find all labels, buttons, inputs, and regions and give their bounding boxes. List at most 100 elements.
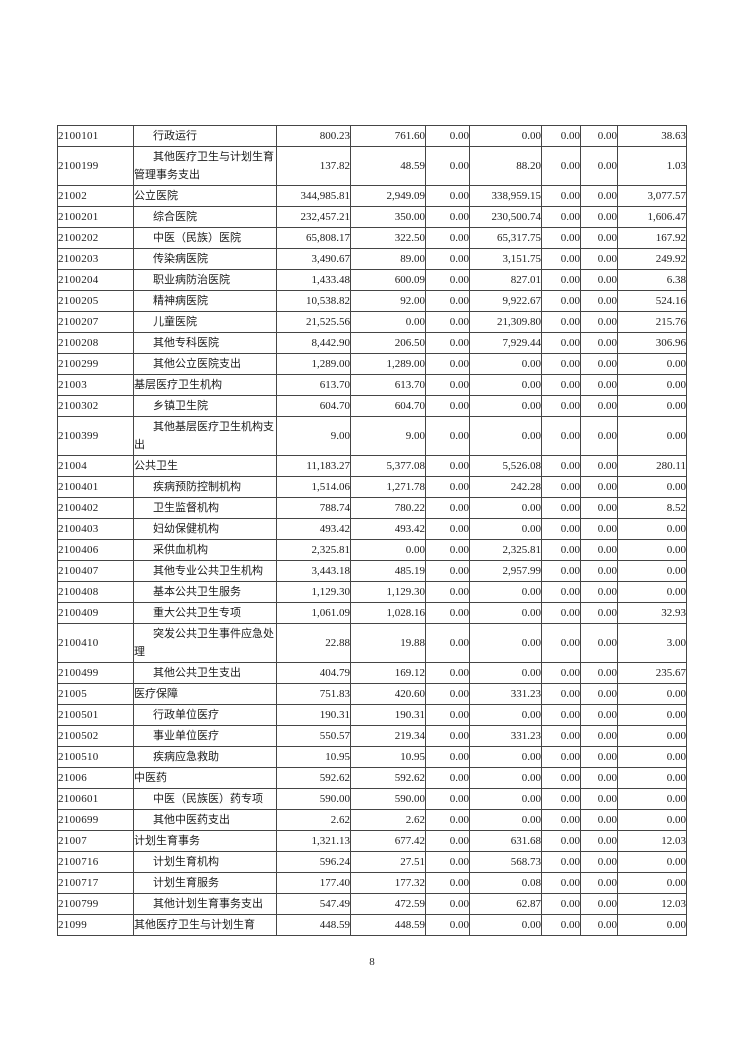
- value-cell: 0.00: [425, 704, 470, 726]
- code-cell: 2100299: [57, 353, 134, 375]
- table-row: 2100299 其他公立医院支出 1,289.00 1,289.00 0.00 0.00 0…: [57, 353, 687, 375]
- budget-table-body: 2100101 行政运行 800.23 761.60 0.00 0.00 0.00 0.00 3…: [57, 125, 687, 936]
- value-cell: 0.00: [580, 227, 618, 249]
- value-cell: 0.00: [617, 581, 687, 603]
- value-cell: 0.00: [541, 830, 581, 852]
- name-cell: 职业病防治医院: [133, 269, 277, 291]
- name-cell: 基层医疗卫生机构: [133, 374, 277, 396]
- value-cell: 10,538.82: [276, 290, 351, 312]
- value-cell: 0.00: [541, 248, 581, 270]
- value-cell: 0.00: [425, 227, 470, 249]
- value-cell: 0.00: [469, 809, 542, 831]
- value-cell: 0.00: [541, 662, 581, 684]
- name-cell: 计划生育事务: [133, 830, 277, 852]
- code-cell: 2100699: [57, 809, 134, 831]
- value-cell: 0.00: [469, 353, 542, 375]
- value-cell: 0.00: [580, 683, 618, 705]
- budget-table: 2100101 行政运行 800.23 761.60 0.00 0.00 0.00 0.00 3…: [57, 125, 687, 936]
- value-cell: 0.00: [541, 914, 581, 936]
- value-cell: 0.00: [469, 374, 542, 396]
- value-cell: 0.00: [469, 395, 542, 417]
- table-row: 2100201 综合医院 232,457.21 350.00 0.00 230,500.7…: [57, 206, 687, 228]
- value-cell: 0.00: [617, 746, 687, 768]
- value-cell: 10.95: [276, 746, 351, 768]
- value-cell: 0.00: [580, 497, 618, 519]
- value-cell: 0.00: [425, 830, 470, 852]
- value-cell: 92.00: [350, 290, 426, 312]
- value-cell: 1,028.16: [350, 602, 426, 624]
- value-cell: 0.00: [469, 788, 542, 810]
- value-cell: 344,985.81: [276, 185, 351, 207]
- code-cell: 2100201: [57, 206, 134, 228]
- value-cell: 3.00: [617, 623, 687, 663]
- value-cell: 0.00: [469, 767, 542, 789]
- value-cell: 0.00: [469, 623, 542, 663]
- table-row: 2100407 其他专业公共卫生机构 3,443.18 485.19 0.00 2,957…: [57, 560, 687, 582]
- name-cell: 基本公共卫生服务: [133, 581, 277, 603]
- value-cell: 0.00: [541, 455, 581, 477]
- value-cell: 0.00: [580, 353, 618, 375]
- page-number: 8: [369, 956, 375, 968]
- value-cell: 3,443.18: [276, 560, 351, 582]
- value-cell: 0.00: [541, 269, 581, 291]
- table-row: 2100717 计划生育服务 177.40 177.32 0.00 0.08 0.00 0.0…: [57, 872, 687, 894]
- value-cell: 485.19: [350, 560, 426, 582]
- value-cell: 1,271.78: [350, 476, 426, 498]
- value-cell: 0.00: [617, 476, 687, 498]
- value-cell: 0.00: [425, 809, 470, 831]
- table-row: 2100502 事业单位医疗 550.57 219.34 0.00 331.23 0.00 0…: [57, 725, 687, 747]
- code-cell: 2100502: [57, 725, 134, 747]
- code-cell: 2100406: [57, 539, 134, 561]
- value-cell: 0.00: [425, 602, 470, 624]
- code-cell: 2100302: [57, 395, 134, 417]
- value-cell: 800.23: [276, 125, 351, 147]
- code-cell: 21006: [57, 767, 134, 789]
- value-cell: 0.00: [541, 125, 581, 147]
- name-cell: 乡镇卫生院: [133, 395, 277, 417]
- table-row: 2100101 行政运行 800.23 761.60 0.00 0.00 0.00 0.00 3…: [57, 125, 687, 147]
- value-cell: 404.79: [276, 662, 351, 684]
- value-cell: 600.09: [350, 269, 426, 291]
- value-cell: 306.96: [617, 332, 687, 354]
- value-cell: 0.00: [469, 416, 542, 456]
- value-cell: 0.00: [469, 662, 542, 684]
- value-cell: 0.00: [580, 662, 618, 684]
- value-cell: 0.00: [425, 125, 470, 147]
- value-cell: 1,321.13: [276, 830, 351, 852]
- value-cell: 232,457.21: [276, 206, 351, 228]
- code-cell: 21002: [57, 185, 134, 207]
- value-cell: 2,325.81: [276, 539, 351, 561]
- value-cell: 0.00: [541, 623, 581, 663]
- value-cell: 0.00: [541, 353, 581, 375]
- value-cell: 604.70: [276, 395, 351, 417]
- value-cell: 0.00: [580, 269, 618, 291]
- value-cell: 0.00: [580, 332, 618, 354]
- table-row: 21006 中医药 592.62 592.62 0.00 0.00 0.00 0.00 0.00: [57, 767, 687, 789]
- code-cell: 2100208: [57, 332, 134, 354]
- value-cell: 0.00: [425, 248, 470, 270]
- value-cell: 0.00: [425, 767, 470, 789]
- value-cell: 0.00: [425, 560, 470, 582]
- value-cell: 0.00: [425, 893, 470, 915]
- table-row: 21099 其他医疗卫生与计划生育 448.59 448.59 0.00 0.00 0.00…: [57, 914, 687, 936]
- code-cell: 2100207: [57, 311, 134, 333]
- value-cell: 0.00: [617, 395, 687, 417]
- table-row: 2100302 乡镇卫生院 604.70 604.70 0.00 0.00 0.00 0.00…: [57, 395, 687, 417]
- value-cell: 604.70: [350, 395, 426, 417]
- value-cell: 21,525.56: [276, 311, 351, 333]
- value-cell: 0.00: [580, 395, 618, 417]
- value-cell: 0.00: [580, 146, 618, 186]
- table-row: 2100406 采供血机构 2,325.81 0.00 0.00 2,325.81 0.00…: [57, 539, 687, 561]
- value-cell: 0.00: [425, 788, 470, 810]
- value-cell: 137.82: [276, 146, 351, 186]
- value-cell: 550.57: [276, 725, 351, 747]
- value-cell: 493.42: [276, 518, 351, 540]
- name-cell: 计划生育服务: [133, 872, 277, 894]
- name-cell: 其他中医药支出: [133, 809, 277, 831]
- value-cell: 547.49: [276, 893, 351, 915]
- value-cell: 249.92: [617, 248, 687, 270]
- value-cell: 0.00: [425, 269, 470, 291]
- value-cell: 613.70: [350, 374, 426, 396]
- value-cell: 0.00: [580, 788, 618, 810]
- value-cell: 0.00: [425, 851, 470, 873]
